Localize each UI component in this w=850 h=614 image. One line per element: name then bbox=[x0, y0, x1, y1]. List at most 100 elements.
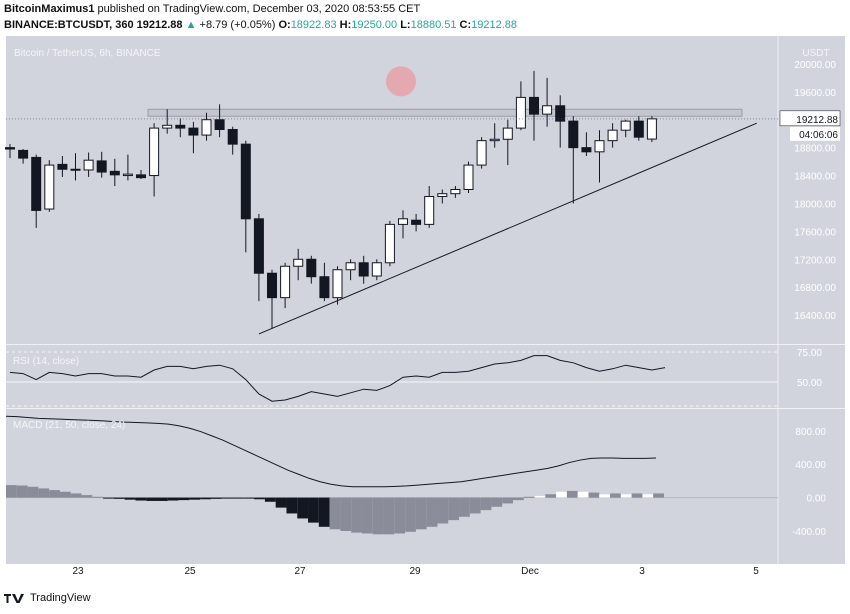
macd-histogram-bar bbox=[210, 497, 222, 499]
candle-body[interactable] bbox=[96, 160, 107, 173]
macd-histogram-bar bbox=[59, 491, 71, 498]
macd-histogram-bar bbox=[38, 488, 50, 498]
macd-histogram-bar bbox=[383, 497, 395, 535]
gridlines bbox=[6, 36, 845, 564]
candle-body[interactable] bbox=[214, 119, 225, 130]
high-value: 19250.00 bbox=[351, 19, 398, 31]
macd-histogram-bar bbox=[264, 497, 276, 502]
macd-histogram-bar bbox=[653, 493, 664, 498]
candle-body[interactable] bbox=[581, 147, 592, 153]
candle-body[interactable] bbox=[345, 262, 356, 271]
time-tick-label: 3 bbox=[639, 566, 645, 577]
candle-body[interactable] bbox=[227, 128, 238, 145]
price-tick-label: 19600.00 bbox=[794, 88, 836, 99]
candle-body[interactable] bbox=[489, 138, 500, 142]
candle-body[interactable] bbox=[633, 120, 644, 138]
candlestick-pane[interactable] bbox=[5, 66, 779, 335]
candle-body[interactable] bbox=[594, 140, 605, 153]
macd-histogram-bar bbox=[157, 497, 168, 501]
candle-body[interactable] bbox=[424, 195, 435, 225]
candle-body[interactable] bbox=[70, 168, 81, 171]
candle-body[interactable] bbox=[502, 127, 513, 140]
macd-histogram-bar bbox=[81, 495, 93, 498]
candle-body[interactable] bbox=[384, 223, 395, 264]
candle-body[interactable] bbox=[240, 143, 251, 220]
candle-body[interactable] bbox=[149, 127, 160, 177]
candle-body[interactable] bbox=[83, 159, 94, 171]
price-tick-label: 17600.00 bbox=[794, 227, 836, 238]
candle-body[interactable] bbox=[620, 120, 631, 131]
candle-body[interactable] bbox=[306, 258, 317, 278]
price-tick-label: 18000.00 bbox=[794, 199, 836, 210]
candle-body[interactable] bbox=[398, 218, 408, 225]
symbol-label: BINANCE:BTCUSDT, 360 bbox=[4, 19, 134, 31]
candle-body[interactable] bbox=[122, 173, 133, 177]
change-arrow-icon: ▲ bbox=[185, 19, 197, 31]
candle-body[interactable] bbox=[515, 96, 526, 129]
candle-body[interactable] bbox=[188, 127, 199, 136]
tradingview-brand[interactable]: TradingView bbox=[30, 592, 91, 604]
candle-body[interactable] bbox=[44, 164, 55, 210]
resistance-zone[interactable] bbox=[147, 108, 743, 117]
macd-histogram-bar bbox=[70, 493, 82, 498]
candle-body[interactable] bbox=[332, 269, 343, 299]
publish-line: BitcoinMaximus1 published on TradingView… bbox=[4, 3, 420, 15]
candle-body[interactable] bbox=[411, 219, 422, 225]
rsi-pane[interactable] bbox=[6, 351, 778, 407]
candle-body[interactable] bbox=[136, 174, 146, 179]
candle-body[interactable] bbox=[358, 262, 369, 277]
chart-area[interactable]: Bitcoin / TetherUS, 6h, BINANCE USDT 200… bbox=[0, 36, 850, 592]
candle-body[interactable] bbox=[5, 147, 15, 150]
macd-histogram-bar bbox=[480, 497, 492, 511]
candle-body[interactable] bbox=[319, 276, 330, 299]
price-axis[interactable]: 20000.0019600.0019200.0018800.0018400.00… bbox=[779, 60, 841, 538]
candle-body[interactable] bbox=[18, 149, 29, 159]
macd-histogram-bar bbox=[16, 485, 28, 498]
close-value: 19212.88 bbox=[471, 19, 518, 31]
time-tick-label: Dec bbox=[521, 566, 539, 577]
macd-histogram-bar bbox=[361, 497, 373, 534]
candle-body[interactable] bbox=[162, 124, 173, 129]
rsi-line[interactable] bbox=[9, 355, 666, 402]
candle-body[interactable] bbox=[450, 189, 461, 195]
macd-line[interactable] bbox=[5, 415, 657, 488]
candle-body[interactable] bbox=[542, 105, 553, 115]
candle-body[interactable] bbox=[476, 140, 487, 166]
candle-body[interactable] bbox=[437, 193, 448, 197]
macd-histogram-bar bbox=[491, 497, 503, 507]
candle-body[interactable] bbox=[646, 118, 657, 140]
candle-body[interactable] bbox=[267, 272, 277, 299]
candle-body[interactable] bbox=[57, 163, 68, 170]
macd-histogram-bar bbox=[135, 497, 147, 501]
macd-tick-label: 0.00 bbox=[807, 494, 827, 505]
macd-histogram-bar bbox=[512, 497, 524, 501]
macd-histogram-bar bbox=[405, 497, 416, 532]
candle-body[interactable] bbox=[109, 170, 120, 176]
candle-body[interactable] bbox=[293, 258, 304, 267]
countdown-tag bbox=[790, 126, 840, 141]
candle-body[interactable] bbox=[568, 120, 579, 149]
candle-body[interactable] bbox=[463, 164, 474, 190]
ascending-support-line[interactable] bbox=[258, 122, 757, 335]
macd-histogram-bar bbox=[426, 497, 438, 527]
candle-body[interactable] bbox=[31, 156, 42, 211]
rsi-title: RSI (14, close) bbox=[13, 356, 79, 367]
candle-body[interactable] bbox=[253, 218, 264, 274]
candle-body[interactable] bbox=[175, 124, 186, 129]
time-tick-label: 5 bbox=[753, 566, 759, 577]
macd-pane[interactable] bbox=[5, 415, 778, 535]
macd-histogram-bar bbox=[124, 497, 136, 500]
time-axis[interactable]: 23 25 27 29 Dec 3 5 bbox=[72, 566, 759, 577]
candle-body[interactable] bbox=[607, 129, 618, 142]
candle-body[interactable] bbox=[280, 265, 291, 299]
macd-histogram-bar bbox=[286, 497, 298, 514]
candle-body[interactable] bbox=[555, 105, 566, 122]
macd-tick-label: 400.00 bbox=[795, 460, 826, 471]
candle-body[interactable] bbox=[371, 262, 382, 277]
candle-body[interactable] bbox=[201, 119, 212, 136]
author-name[interactable]: BitcoinMaximus1 bbox=[4, 3, 95, 15]
candle-body[interactable] bbox=[529, 96, 539, 115]
price-change: +8.79 (+0.05%) bbox=[199, 19, 276, 31]
ohlc-line: BINANCE:BTCUSDT, 360 19212.88 ▲ +8.79 (+… bbox=[4, 19, 517, 31]
y-axis-unit: USDT bbox=[802, 48, 829, 59]
